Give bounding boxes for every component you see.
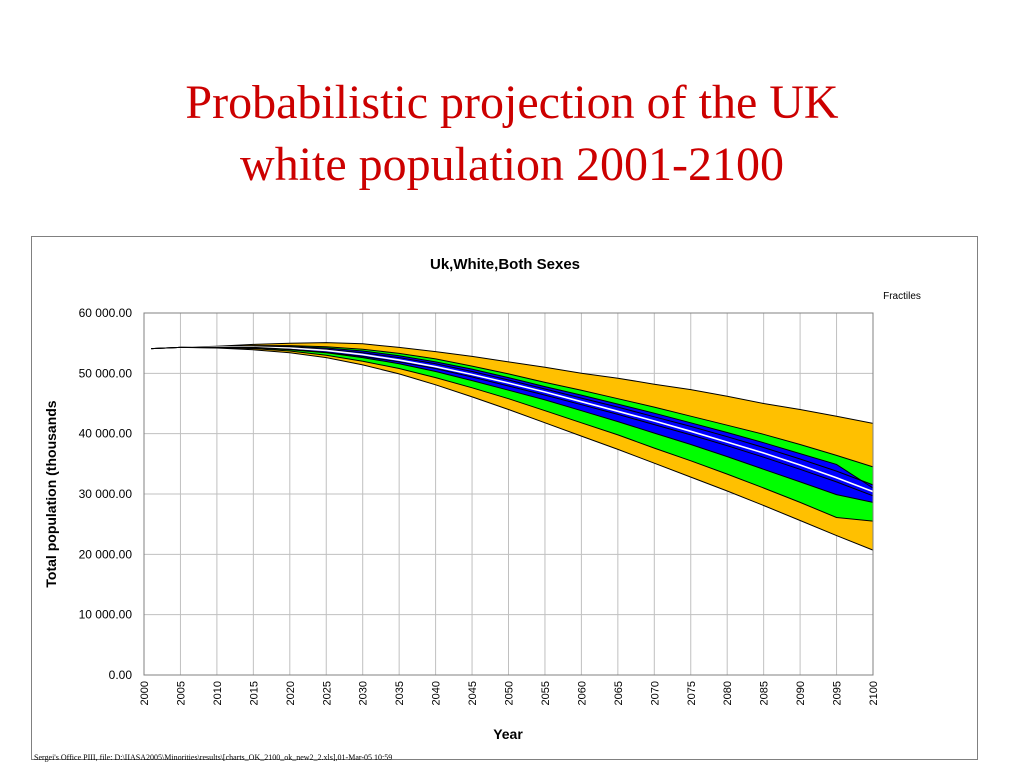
x-tick-label: 2005 (175, 681, 187, 705)
chart-title: Uk,White,Both Sexes (430, 256, 580, 273)
slide-title-line2: white population 2001-2100 (240, 138, 784, 191)
x-axis-ticks: 2000 2005 2010 2015 2020 2025 2030 2035 2040 2045… (139, 681, 880, 705)
y-tick-label: 60 000.00 (79, 306, 133, 320)
x-tick-label: 2020 (285, 681, 297, 705)
x-axis-label: Year (493, 726, 523, 742)
fractile-line (151, 346, 874, 503)
y-tick-label: 40 000.00 (79, 427, 133, 441)
x-tick-label: 2090 (795, 681, 807, 705)
x-tick-label: 2030 (358, 681, 370, 705)
x-tick-label: 2055 (540, 681, 552, 705)
fractile-lines (151, 342, 874, 551)
fractile-line (151, 346, 874, 522)
x-tick-label: 2095 (832, 681, 844, 705)
y-tick-label: 10 000.00 (79, 608, 133, 622)
legend-title: Fractiles (883, 291, 921, 302)
y-tick-label: 50 000.00 (79, 366, 133, 380)
y-axis-ticks: 0.00 10 000.00 20 000.00 30 000.00 40 000.00… (79, 306, 133, 682)
x-tick-label: 2015 (248, 681, 260, 705)
slide-title: Probabilistic projection of the UK white… (0, 72, 1024, 196)
x-tick-label: 2045 (467, 681, 479, 705)
x-tick-label: 2060 (576, 681, 588, 705)
y-tick-label: 20 000.00 (79, 547, 133, 561)
x-tick-label: 2100 (868, 681, 880, 705)
slide-title-line1: Probabilistic projection of the UK (185, 76, 839, 129)
fractile-line (151, 346, 874, 497)
fractile-line (151, 346, 874, 551)
median-line (151, 346, 874, 493)
y-tick-label: 30 000.00 (79, 487, 133, 501)
x-tick-label: 2070 (649, 681, 661, 705)
chart-frame: 2000 2005 2010 2015 2020 2025 2030 2035 2040 2045… (31, 236, 978, 760)
x-tick-label: 2040 (431, 681, 443, 705)
x-tick-label: 2010 (212, 681, 224, 705)
x-tick-label: 2065 (613, 681, 625, 705)
fractile-line (151, 345, 874, 468)
fractile-bands (151, 342, 874, 551)
y-tick-label: 0.00 (109, 668, 133, 682)
plot-area-border (143, 312, 874, 676)
fractile-line (151, 342, 874, 424)
fractile-band (151, 342, 874, 467)
x-tick-label: 2050 (504, 681, 516, 705)
x-tick-label: 2085 (759, 681, 771, 705)
fan-chart: 2000 2005 2010 2015 2020 2025 2030 2035 2040 2045… (43, 256, 921, 742)
x-tick-label: 2080 (722, 681, 734, 705)
x-tick-label: 2000 (139, 681, 151, 705)
x-tick-label: 2075 (686, 681, 698, 705)
footer-note: Sergei's Office PIII, file: D:\IIASA2005… (34, 753, 393, 762)
y-axis-label: Total population (thousands (43, 400, 59, 587)
x-tick-label: 2035 (394, 681, 406, 705)
x-tick-label: 2025 (321, 681, 333, 705)
fractile-line (151, 345, 874, 489)
